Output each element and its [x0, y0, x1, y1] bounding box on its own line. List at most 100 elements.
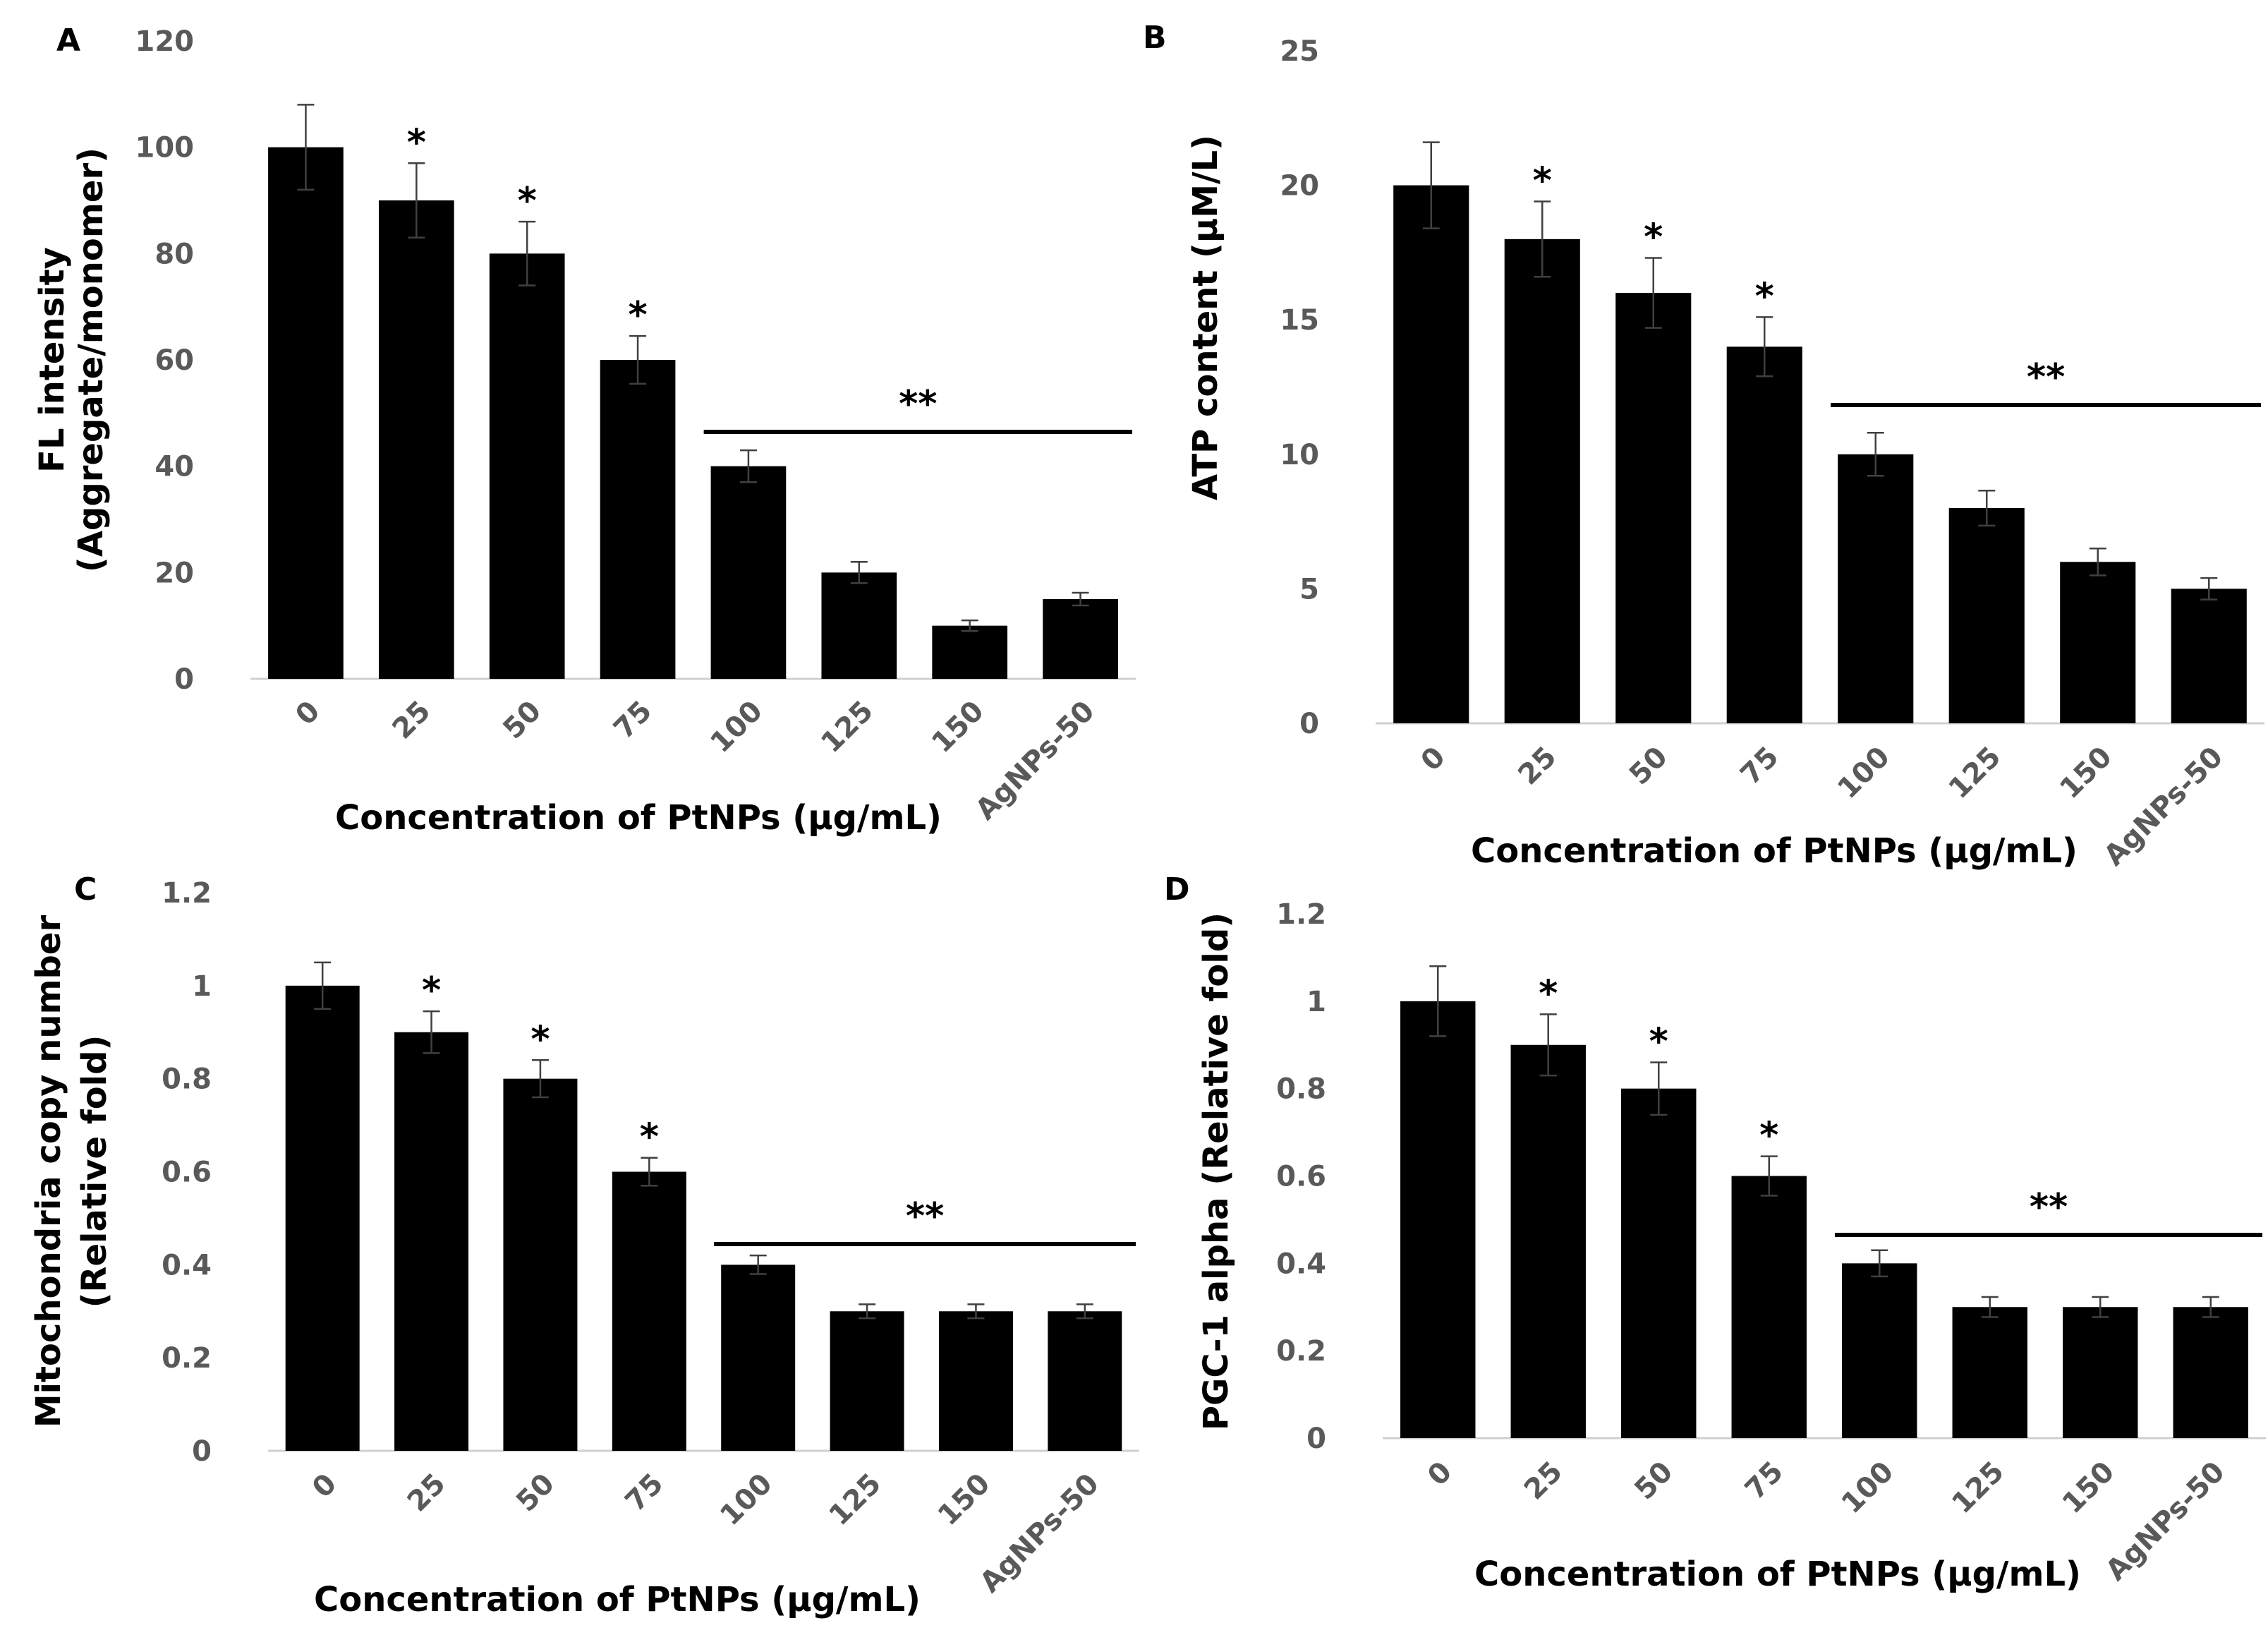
panel-b-bar	[2171, 589, 2247, 723]
panel-c-y-axis-title: Mitochondria copy number	[29, 915, 68, 1428]
panel-c-significance-star: *	[422, 970, 441, 1012]
panel-b-bar	[1726, 346, 1802, 723]
panel-d-x-tick-label: 0	[1421, 1456, 1458, 1492]
panel-b-significance-star: *	[1755, 275, 1774, 318]
panel-c-bar	[285, 985, 360, 1451]
panel-c-x-axis-title: Concentration of PtNPs (µg/mL)	[314, 1580, 921, 1619]
panel-d-bar	[1400, 1001, 1476, 1438]
panel-d-x-tick-label: 150	[2056, 1456, 2121, 1521]
panel-a-significance-star: *	[407, 121, 426, 164]
panel-d-bar	[1510, 1044, 1586, 1438]
panel-a-letter: A	[56, 23, 80, 59]
panel-a-bar	[821, 572, 897, 679]
panel-b-y-tick-label: 5	[1299, 573, 1319, 605]
panel-b-letter: B	[1143, 20, 1167, 56]
panel-c-x-tick-label: 75	[619, 1468, 669, 1519]
panel-c-letter: C	[74, 871, 97, 907]
panel-b-group-significance-label: **	[2027, 356, 2065, 399]
panel-a-x-tick-label: 0	[289, 695, 326, 732]
panel-c-y-tick-label: 0.4	[162, 1249, 212, 1281]
panel-b-bar	[1948, 508, 2025, 723]
panel-b-x-tick-label: 0	[1415, 741, 1452, 778]
panel-c-y-tick-label: 0.2	[162, 1342, 212, 1375]
panel-c: C 0 0.2 0.4 0.6 0.8 1 1.2 0 * 25 * 50 * 75 100 125 150Ag…	[29, 871, 1139, 1619]
panel-c-y-tick-label: 0.6	[162, 1157, 212, 1189]
panel-d-significance-star: *	[1649, 1021, 1668, 1063]
panel-c-bar	[721, 1265, 796, 1451]
panel-c-x-tick-label: 0	[306, 1468, 343, 1504]
panel-b-x-tick-label: AgNPs-50	[2098, 741, 2230, 873]
panel-a-y-tick-label: 40	[154, 451, 194, 483]
panel-d-y-tick-label: 1	[1306, 986, 1326, 1018]
panel-c-x-tick-label: 125	[823, 1468, 888, 1533]
panel-b-x-tick-label: 125	[1943, 741, 2008, 806]
panel-c-y-axis-title: (Relative fold)	[75, 1035, 114, 1308]
panel-a-bar	[600, 360, 676, 679]
panel-c-y-tick-label: 1	[192, 970, 212, 1003]
panel-d-group-significance-label: **	[2030, 1186, 2068, 1229]
panel-b-x-axis-title: Concentration of PtNPs (µg/mL)	[1471, 831, 2078, 871]
panel-a-y-tick-label: 100	[135, 132, 195, 164]
panel-a-bar	[489, 253, 565, 679]
panel-a-x-axis-title: Concentration of PtNPs (µg/mL)	[335, 798, 942, 838]
panel-c-significance-star: *	[640, 1116, 659, 1159]
panel-c-bar	[612, 1171, 686, 1451]
panel-d-x-tick-label: 50	[1628, 1456, 1679, 1507]
panel-a-y-tick-label: 120	[135, 25, 195, 58]
panel-d-bar	[1621, 1088, 1697, 1438]
panel-a-y-tick-label: 0	[174, 663, 194, 696]
panel-b-bar	[1504, 239, 1580, 724]
panel-c-bar	[830, 1311, 904, 1451]
panel-d-y-tick-label: 0.6	[1276, 1161, 1326, 1193]
panel-d-y-tick-label: 1.2	[1276, 898, 1326, 931]
panel-c-bar	[503, 1078, 578, 1451]
panel-a-y-tick-label: 20	[154, 557, 194, 589]
panel-a-y-axis-title: FL intensity	[32, 247, 72, 473]
panel-c-bar	[1048, 1311, 1122, 1451]
panel-d-bar	[2063, 1307, 2138, 1438]
panel-a-bar	[1043, 599, 1118, 679]
panel-a-x-tick-label: 75	[607, 695, 658, 746]
panel-b-bar	[2060, 562, 2136, 723]
panel-a-bar	[710, 466, 787, 679]
panel-a-bar	[268, 147, 344, 679]
panel-c-x-tick-label: AgNPs-50	[974, 1468, 1105, 1600]
panel-d-y-tick-label: 0	[1306, 1423, 1326, 1455]
panel-a-bar	[932, 625, 1008, 679]
panel-d-bar	[2173, 1307, 2248, 1438]
panel-a-x-tick-label: 100	[704, 695, 769, 760]
panel-b-bar	[1838, 454, 1914, 723]
panel-a-significance-star: *	[518, 180, 537, 222]
panel-c-significance-star: *	[530, 1018, 550, 1061]
panel-b-x-tick-label: 75	[1734, 741, 1785, 792]
panel-a-x-tick-label: 25	[386, 695, 437, 746]
panel-d-letter: D	[1164, 871, 1190, 907]
panel-b-y-tick-label: 0	[1299, 708, 1319, 740]
panel-a-y-tick-label: 60	[154, 344, 194, 377]
panel-b-x-tick-label: 100	[1831, 741, 1896, 806]
panel-a-bar	[378, 200, 454, 679]
panel-a-x-tick-label: 150	[926, 695, 990, 760]
panel-c-y-tick-label: 0.8	[162, 1063, 212, 1096]
panel-d-x-tick-label: 125	[1946, 1456, 2011, 1521]
panel-d-y-tick-label: 0.2	[1276, 1335, 1326, 1368]
panel-d-x-tick-label: 75	[1739, 1456, 1790, 1507]
panel-a: A 0 20 40 60 80 100 120 0 * 25 * 50 * 75 100 125 150AgNP…	[32, 23, 1136, 838]
panel-c-x-tick-label: 100	[714, 1468, 779, 1533]
panel-b-x-tick-label: 50	[1623, 741, 1674, 792]
panel-d-y-tick-label: 0.8	[1276, 1073, 1326, 1106]
panel-d-bar	[1842, 1263, 1917, 1438]
panel-b-bar	[1393, 185, 1469, 724]
panel-d-bar	[1731, 1176, 1807, 1438]
panel-d: D 0 0.2 0.4 0.6 0.8 1 1.2 0 * 25 * 50 * 75 100 125 150Ag…	[1164, 871, 2266, 1594]
panel-a-y-tick-label: 80	[154, 238, 194, 270]
panel-c-x-tick-label: 150	[932, 1468, 997, 1533]
panel-d-x-axis-title: Concentration of PtNPs (µg/mL)	[1474, 1555, 2081, 1594]
panel-b-bar	[1615, 293, 1692, 724]
panel-b-y-tick-label: 10	[1280, 439, 1319, 471]
panel-b-y-tick-label: 15	[1280, 304, 1319, 337]
panel-d-x-tick-label: AgNPs-50	[2099, 1456, 2231, 1588]
panel-a-x-tick-label: 125	[815, 695, 880, 760]
panel-c-y-tick-label: 0	[192, 1435, 212, 1468]
